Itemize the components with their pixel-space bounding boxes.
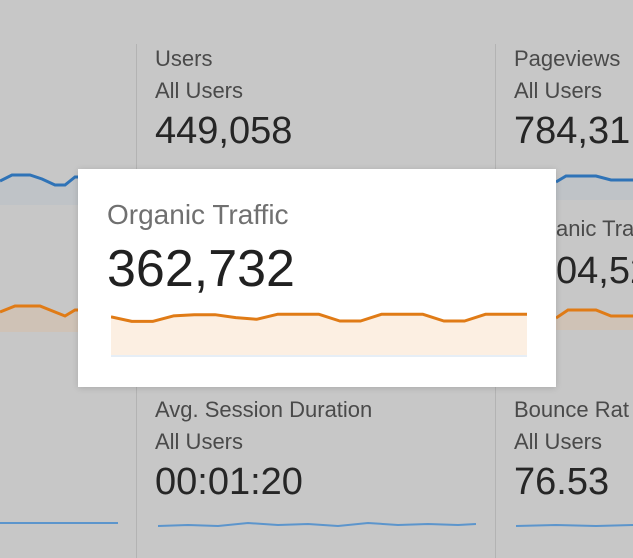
pageviews-metric: Pageviews All Users 784,31 bbox=[514, 46, 631, 152]
users-metric: Users All Users 449,058 bbox=[155, 46, 293, 152]
bounce-rate-metric: Bounce Rat All Users 76.53 bbox=[514, 397, 629, 503]
metric-value: 76.53 bbox=[514, 461, 610, 503]
organic-partial-value: 04,52 bbox=[556, 250, 633, 292]
bounce-rate-sparkline bbox=[516, 523, 633, 528]
metric-segment: All Users bbox=[155, 429, 244, 454]
organic-partial-sparkline bbox=[556, 308, 633, 330]
organic-traffic-card[interactable]: Organic Traffic 362,732 bbox=[78, 169, 556, 387]
metric-value: 784,31 bbox=[514, 110, 631, 152]
left-bottom-sparkline bbox=[0, 522, 118, 524]
organic-traffic-sparkline bbox=[111, 312, 527, 357]
metric-segment: All Users bbox=[514, 78, 603, 103]
avg-session-sparkline bbox=[158, 521, 476, 528]
metric-value: 449,058 bbox=[155, 110, 293, 152]
metric-title: Users bbox=[155, 46, 213, 71]
card-title: Organic Traffic bbox=[107, 199, 289, 230]
left-users-sparkline bbox=[0, 173, 80, 205]
sparkline-series-line bbox=[111, 312, 527, 323]
metric-segment: All Users bbox=[514, 429, 603, 454]
metric-segment: All Users bbox=[155, 78, 244, 103]
pageviews-sparkline bbox=[556, 174, 633, 200]
metric-title: Pageviews bbox=[514, 46, 621, 71]
organic-partial-label: anic Tra bbox=[556, 216, 633, 241]
metric-title: Avg. Session Duration bbox=[155, 397, 373, 422]
card-value: 362,732 bbox=[107, 240, 295, 298]
left-organic-sparkline bbox=[0, 304, 80, 332]
sparkline-area bbox=[111, 314, 527, 355]
metric-title: Bounce Rat bbox=[514, 397, 629, 422]
metric-value: 00:01:20 bbox=[155, 461, 303, 503]
avg-session-metric: Avg. Session Duration All Users 00:01:20 bbox=[155, 397, 373, 503]
